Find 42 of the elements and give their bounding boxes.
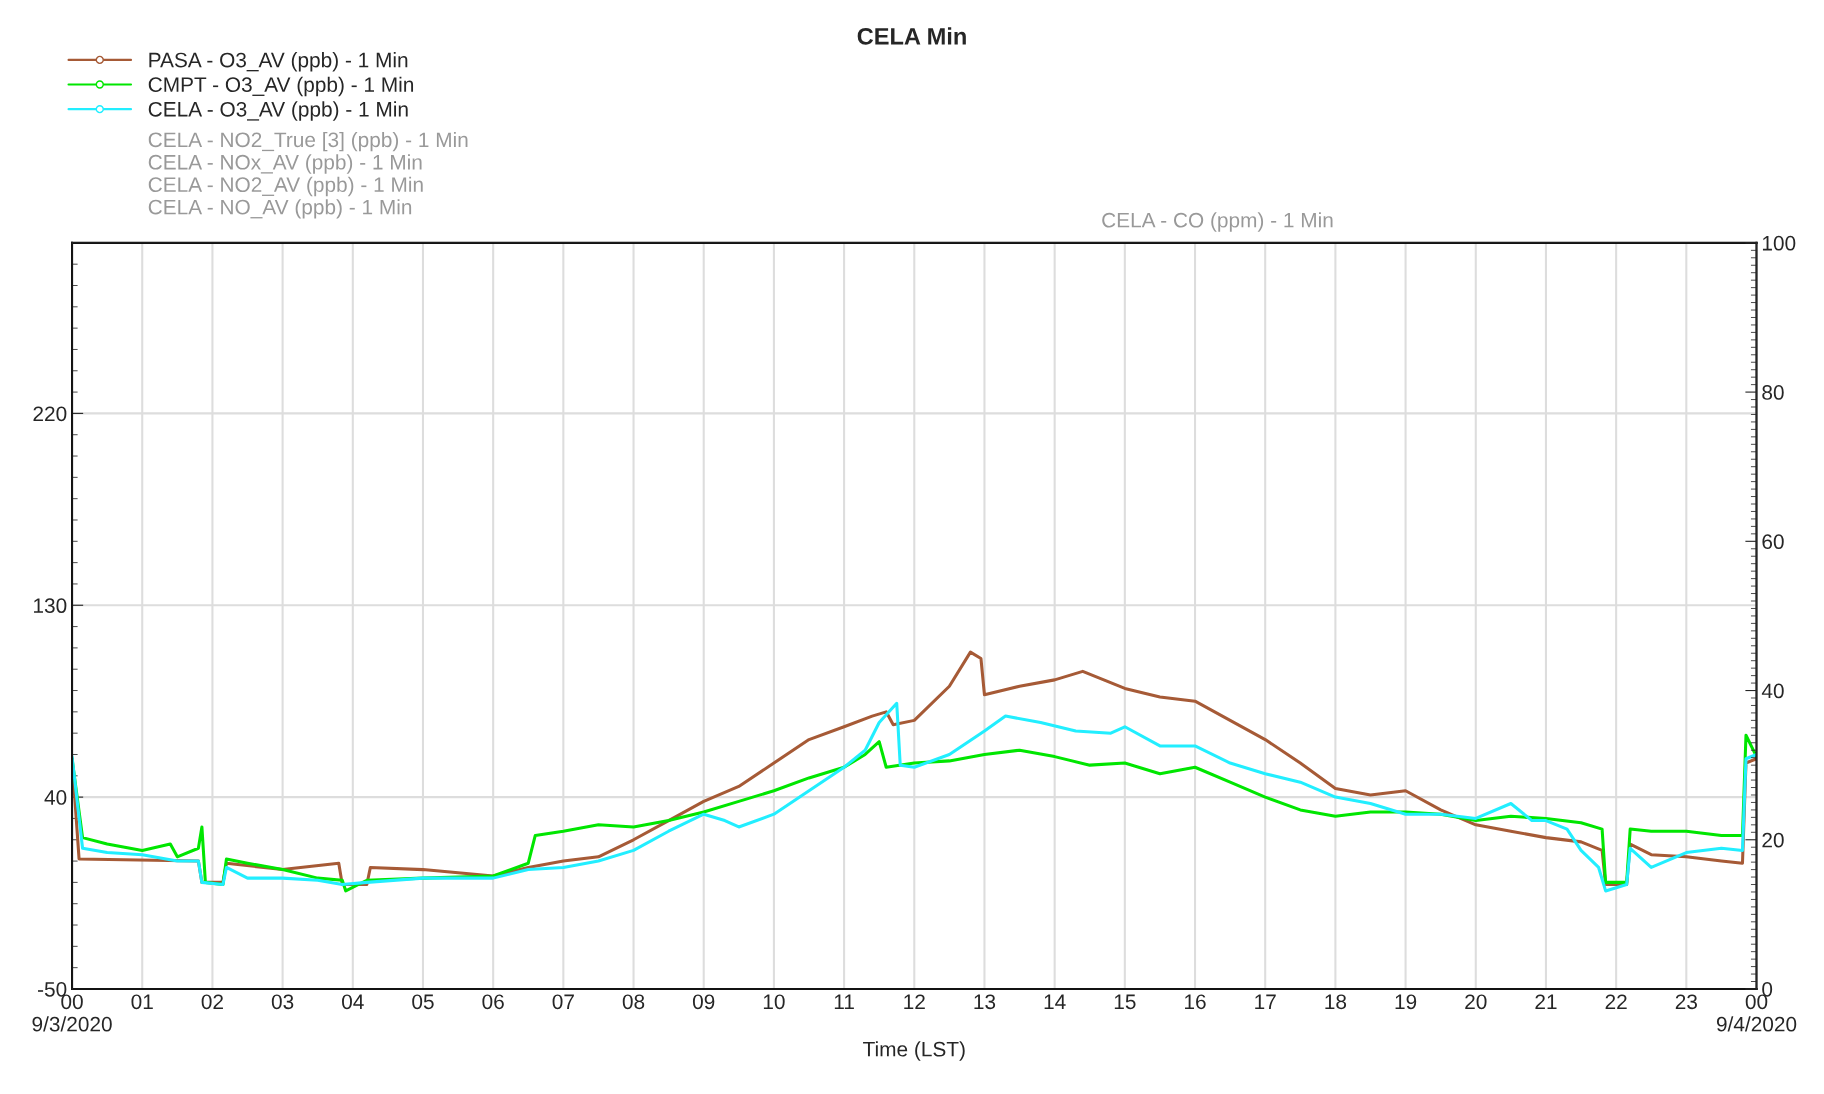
x-tick-label: 14 [1044, 994, 1066, 1009]
y2-tick-label: 80 [1762, 385, 1784, 400]
x-tick-label: 09 [692, 994, 715, 1010]
x-tick-label: 12 [904, 994, 925, 1009]
x-tick-label: 10 [763, 994, 785, 1010]
y2-tick-label: 100 [1762, 235, 1796, 251]
x-tick-label: 11 [834, 994, 854, 1009]
legend-label: PASA - O3_AV (ppb) - 1 Min [149, 52, 408, 72]
y2-tick-label: 40 [1761, 683, 1784, 699]
x-tick-label: 02 [201, 994, 223, 1010]
x-tick-label: 03 [271, 994, 294, 1010]
x-tick-label: 06 [482, 994, 504, 1010]
x-axis-title: Time (LST) [863, 1041, 965, 1061]
y2-axis-title: CELA - CO (ppm) - 1 Min [1102, 212, 1333, 232]
x-tick-label: 23 [1675, 994, 1697, 1010]
y-tick-label: 220 [33, 406, 67, 422]
x-tick-label: 20 [1465, 994, 1487, 1010]
text: CELA - NO2_AV (ppb) - 1 Min [148, 176, 423, 197]
x-tick-label: 13 [974, 994, 996, 1010]
text: CELA - NO2_True [3] (ppb) - 1 Min [148, 131, 468, 152]
x-tick-label: 15 [1114, 994, 1136, 1010]
x-tick-label: 01 [131, 994, 153, 1010]
x-tick-label: 04 [342, 994, 364, 1010]
x-tick-label: 17 [1255, 994, 1276, 1009]
y2-tick-label: 20 [1762, 832, 1784, 848]
x-tick-label: 16 [1185, 994, 1206, 1010]
x-tick-label: 18 [1325, 994, 1347, 1010]
x-tick-label: 07 [552, 994, 574, 1010]
y-tick-label: 130 [34, 598, 67, 614]
line-series [72, 701, 1757, 893]
text: CELA - NO_AV (ppb) - 1 Min [148, 199, 412, 219]
x-tick-label: 21 [1535, 994, 1557, 1009]
x-tick-label: 08 [622, 994, 645, 1010]
legend-label: CELA - O3_AV (ppb) - 1 Min [148, 101, 408, 121]
text: CELA - NOx_AV (ppb) - 1 Min [148, 154, 422, 174]
y2-tick-label: 60 [1762, 534, 1784, 550]
x-tick-label: 22 [1605, 994, 1627, 1009]
y-tick-label: 40 [44, 790, 67, 805]
x-tick-label: 19 [1395, 994, 1417, 1010]
chart-title: CELA Min [857, 27, 966, 45]
x-tick-label: 05 [412, 994, 434, 1010]
legend-label: CMPT - O3_AV (ppb) - 1 Min [148, 76, 414, 97]
